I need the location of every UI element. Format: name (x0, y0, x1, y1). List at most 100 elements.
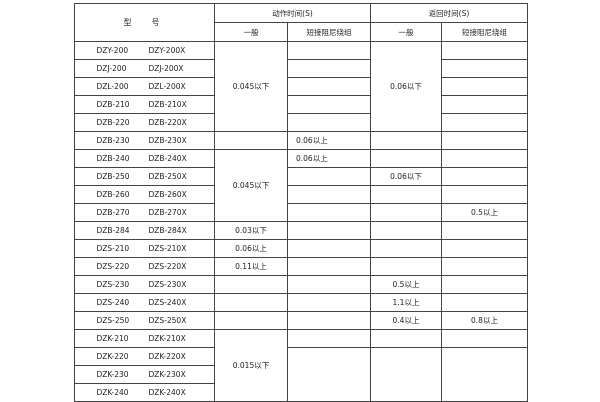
model-code: DZK-230 (96, 370, 129, 379)
return-short-cell (441, 131, 528, 150)
table-row: DZK-220 DZK-220X (74, 347, 528, 402)
table-row: DZS-220 DZS-220X 0.11以上 (74, 257, 528, 276)
model-cell: DZB-260 DZB-260X (74, 185, 215, 204)
return-short-cell (441, 77, 528, 96)
table-row: DZB-250 DZB-250X 0.06以下 (74, 167, 528, 186)
model-code: DZB-230X (148, 136, 187, 145)
table-row: DZS-210 DZS-210X 0.06以上 (74, 239, 528, 258)
table-row: DZS-250 DZS-250X 0.4以上 0.8以上 (74, 311, 528, 330)
action-short-cell (287, 113, 371, 132)
model-code: DZB-220 (96, 118, 130, 127)
model-code: DZS-210 (96, 244, 130, 253)
return-general-cell (370, 185, 442, 204)
table-row: DZL-200 DZL-200X (74, 77, 528, 96)
model-code: DZB-210X (148, 100, 187, 109)
return-short-cell: 0.5以上 (441, 203, 528, 222)
model-cell: DZB-210 DZB-210X (74, 95, 215, 114)
model-code: DZB-260 (96, 190, 130, 199)
return-short-cell (441, 41, 528, 60)
action-short-cell (287, 203, 371, 222)
model-cell: DZS-250 DZS-250X (74, 311, 215, 330)
model-cell: DZB-230 DZB-230X (74, 131, 215, 150)
model-cell: DZY-200 DZY-200X (74, 41, 215, 60)
action-general-cell: 0.045以下 (214, 41, 288, 132)
model-code: DZS-240 (96, 298, 130, 307)
table-row: DZJ-200 DZJ-200X (74, 59, 528, 78)
return-short-cell (441, 293, 528, 312)
model-cell: DZK-240 DZK-240X (74, 383, 215, 402)
model-code: DZB-284X (148, 226, 187, 235)
model-code: DZK-240X (148, 388, 186, 397)
model-code: DZB-250 (96, 172, 130, 181)
return-general-cell (370, 347, 442, 402)
action-short-cell (287, 41, 371, 60)
return-short-cell (441, 221, 528, 240)
model-cell: DZS-240 DZS-240X (74, 293, 215, 312)
action-general-cell (214, 131, 288, 150)
return-general-cell (370, 221, 442, 240)
model-cell: DZB-284 DZB-284X (74, 221, 215, 240)
action-general-cell: 0.03以下 (214, 221, 288, 240)
action-short-cell (287, 275, 371, 294)
header-return-short: 短接阻尼绕组 (441, 22, 528, 42)
return-general-cell (370, 257, 442, 276)
model-code: DZB-260X (148, 190, 187, 199)
action-short-cell (287, 167, 371, 186)
action-general-cell (214, 275, 288, 294)
return-short-cell (441, 167, 528, 186)
model-code: DZS-230 (96, 280, 130, 289)
model-code: DZK-240 (96, 388, 129, 397)
return-general-cell (370, 131, 442, 150)
return-short-cell (441, 95, 528, 114)
table-row: DZB-220 DZB-220X (74, 113, 528, 132)
return-general-cell: 0.5以上 (370, 275, 442, 294)
model-code: DZL-200 (96, 82, 129, 91)
model-code: DZK-210X (148, 334, 186, 343)
model-code: DZB-284 (96, 226, 130, 235)
model-code: DZS-220 (96, 262, 130, 271)
action-general-cell (214, 293, 288, 312)
action-general-cell (214, 311, 288, 330)
action-short-cell (287, 59, 371, 78)
return-general-cell (370, 149, 442, 168)
action-short-cell (287, 311, 371, 330)
model-code: DZB-270 (96, 208, 130, 217)
model-cell: DZB-250 DZB-250X (74, 167, 215, 186)
model-cell: DZK-210 DZK-210X (74, 329, 215, 348)
model-code: DZJ-200X (148, 64, 184, 73)
model-code: DZB-230 (96, 136, 130, 145)
action-short-cell (287, 221, 371, 240)
model-code: DZB-270X (148, 208, 187, 217)
model-code: DZS-250X (148, 316, 187, 325)
model-code: DZY-200 (96, 46, 129, 55)
return-general-cell: 1.1以上 (370, 293, 442, 312)
model-code: DZB-240X (148, 154, 187, 163)
model-code: DZS-210X (148, 244, 187, 253)
header-action-short: 短接阻尼绕组 (287, 22, 371, 42)
return-general-cell (370, 203, 442, 222)
model-code: DZK-210 (96, 334, 129, 343)
return-short-cell (441, 347, 528, 402)
model-code: DZK-220 (96, 352, 129, 361)
return-short-cell (441, 185, 528, 204)
return-short-cell: 0.8以上 (441, 311, 528, 330)
model-cell: DZJ-200 DZJ-200X (74, 59, 215, 78)
header-action-time: 动作时间(S) (214, 3, 371, 23)
action-general-cell: 0.06以上 (214, 239, 288, 258)
return-general-cell: 0.06以下 (370, 167, 442, 186)
table-row: DZS-240 DZS-240X 1.1以上 (74, 293, 528, 312)
model-code: DZB-220X (148, 118, 187, 127)
action-general-cell: 0.015以下 (214, 329, 288, 402)
action-short-cell (287, 239, 371, 258)
model-cell: DZB-270 DZB-270X (74, 203, 215, 222)
return-short-cell (441, 329, 528, 348)
return-general-cell: 0.4以上 (370, 311, 442, 330)
table-row: DZB-230 DZB-230X 0.06以上 (74, 131, 528, 150)
return-short-cell (441, 239, 528, 258)
header-return-time: 返回时间(S) (370, 3, 528, 23)
table-row: DZK-210 DZK-210X 0.015以下 (74, 329, 528, 402)
table-row: DZB-284 DZB-284X 0.03以下 (74, 221, 528, 240)
table-body: DZY-200 DZY-200X 0.045以下 0.06以下 DZJ-200 DZJ-2… (74, 41, 528, 402)
table-row: DZY-200 DZY-200X 0.045以下 0.06以下 (74, 41, 528, 132)
action-short-cell (287, 293, 371, 312)
